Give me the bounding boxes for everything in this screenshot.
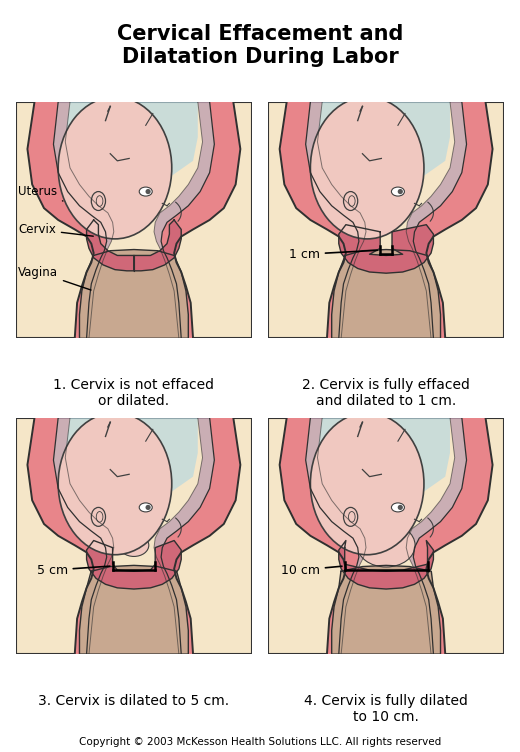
Text: Copyright © 2003 McKesson Health Solutions LLC. All rights reserved: Copyright © 2003 McKesson Health Solutio…	[79, 738, 441, 747]
Ellipse shape	[119, 534, 149, 556]
Polygon shape	[54, 417, 114, 654]
Text: Cervix: Cervix	[18, 223, 93, 236]
Polygon shape	[134, 220, 181, 271]
Ellipse shape	[398, 505, 403, 510]
Ellipse shape	[92, 192, 106, 211]
Polygon shape	[318, 102, 450, 184]
Ellipse shape	[392, 503, 405, 512]
Ellipse shape	[58, 97, 172, 239]
Text: 4. Cervix is fully dilated
to 10 cm.: 4. Cervix is fully dilated to 10 cm.	[304, 694, 468, 724]
Text: Dilatation During Labor: Dilatation During Labor	[122, 47, 398, 67]
Text: 1 cm: 1 cm	[289, 247, 378, 261]
Polygon shape	[280, 417, 359, 654]
Ellipse shape	[92, 508, 106, 526]
Polygon shape	[80, 566, 188, 654]
Text: Uterus: Uterus	[18, 185, 63, 201]
Text: 2. Cervix is fully effaced
and dilated to 1 cm.: 2. Cervix is fully effaced and dilated t…	[302, 378, 470, 408]
Polygon shape	[66, 417, 198, 500]
Polygon shape	[318, 417, 450, 500]
Ellipse shape	[310, 97, 424, 239]
Polygon shape	[406, 417, 466, 654]
Ellipse shape	[310, 413, 424, 555]
Polygon shape	[28, 102, 107, 338]
Text: 3. Cervix is dilated to 5 cm.: 3. Cervix is dilated to 5 cm.	[38, 694, 229, 708]
Polygon shape	[280, 102, 359, 338]
Polygon shape	[154, 417, 214, 654]
Ellipse shape	[146, 189, 151, 194]
Polygon shape	[161, 102, 240, 338]
Polygon shape	[339, 541, 434, 589]
Polygon shape	[86, 220, 134, 271]
Ellipse shape	[344, 192, 358, 211]
Polygon shape	[332, 250, 440, 338]
Polygon shape	[86, 541, 181, 589]
Ellipse shape	[344, 508, 358, 526]
Polygon shape	[406, 102, 466, 338]
Ellipse shape	[58, 413, 172, 555]
Polygon shape	[28, 417, 107, 654]
Polygon shape	[80, 250, 188, 338]
Text: 1. Cervix is not effaced
or dilated.: 1. Cervix is not effaced or dilated.	[54, 378, 214, 408]
Text: Vagina: Vagina	[18, 265, 91, 290]
Polygon shape	[339, 225, 434, 273]
Polygon shape	[306, 417, 366, 654]
Ellipse shape	[146, 505, 151, 510]
Ellipse shape	[139, 187, 152, 196]
Polygon shape	[332, 566, 440, 654]
Polygon shape	[66, 102, 198, 184]
Polygon shape	[54, 102, 114, 338]
Polygon shape	[413, 102, 492, 338]
Text: 10 cm: 10 cm	[281, 563, 342, 577]
Ellipse shape	[139, 503, 152, 512]
Ellipse shape	[398, 189, 403, 194]
Text: Cervical Effacement and: Cervical Effacement and	[117, 24, 403, 44]
Text: 5 cm: 5 cm	[36, 563, 110, 577]
Polygon shape	[413, 417, 492, 654]
Ellipse shape	[357, 523, 415, 567]
Polygon shape	[306, 102, 366, 338]
Polygon shape	[154, 102, 214, 338]
Ellipse shape	[392, 187, 405, 196]
Polygon shape	[161, 417, 240, 654]
